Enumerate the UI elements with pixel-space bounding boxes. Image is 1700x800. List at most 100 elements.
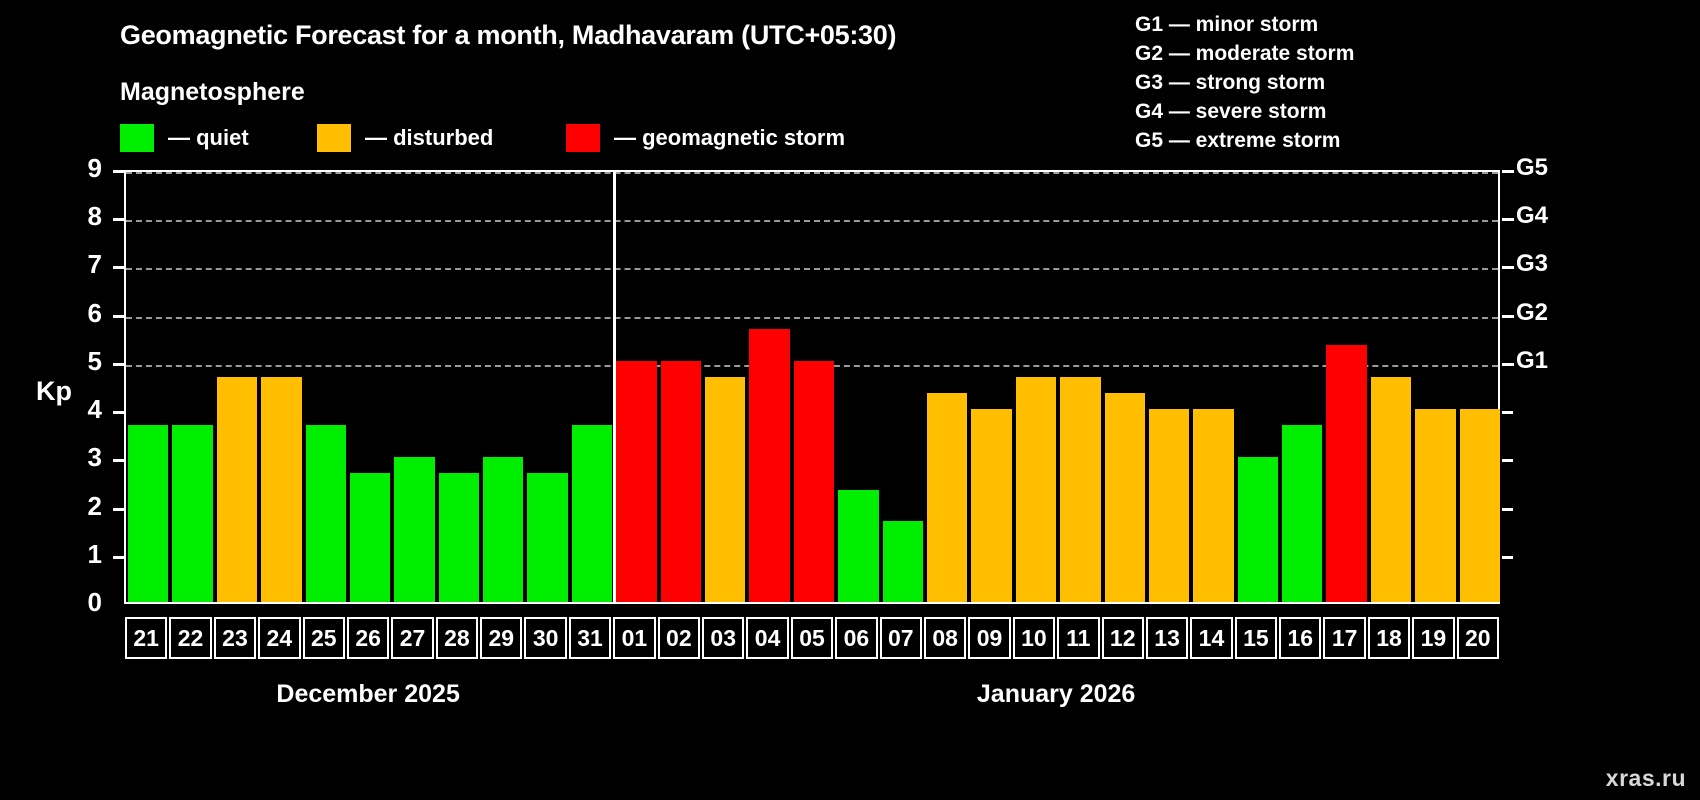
bar-02[interactable] [660,360,702,602]
date-label-30: 30 [524,617,567,659]
g-tick-label-G4: G4 [1516,202,1549,230]
date-label-15: 15 [1234,617,1278,659]
bar-01[interactable] [616,360,657,602]
bar-30[interactable] [527,473,568,602]
date-label-17: 17 [1323,617,1366,659]
legend-swatch-quiet-icon [120,124,154,152]
bar-28[interactable] [438,473,480,602]
g-tick-mark-G2 [1502,314,1514,318]
y-tick-mark-7 [113,266,124,270]
right-tick-mark-4 [1502,411,1513,415]
bar-27[interactable] [394,457,435,602]
date-label-23: 23 [213,617,257,659]
bar-09[interactable] [971,409,1012,602]
y-tick-label-1: 1 [87,538,102,569]
bar-22[interactable] [172,425,213,602]
bar-21[interactable] [128,425,169,602]
legend-swatch-storm-icon [566,124,600,152]
legend-label-quiet: — quiet [168,125,249,150]
date-label-12: 12 [1101,617,1144,659]
bar-15[interactable] [1237,457,1279,602]
y-tick-mark-2 [113,507,124,511]
bar-05[interactable] [793,360,835,602]
bar-10[interactable] [1015,376,1057,602]
g-tick-label-G5: G5 [1516,154,1549,181]
date-label-26: 26 [346,617,390,659]
date-label-13: 13 [1145,617,1189,659]
date-label-02: 02 [657,617,701,659]
date-label-24: 24 [258,617,301,659]
bar-12[interactable] [1104,393,1145,602]
bar-07[interactable] [882,521,923,602]
y-tick-label-5: 5 [87,345,102,376]
date-label-29: 29 [480,617,523,659]
y-tick-label-3: 3 [87,442,102,473]
date-label-18: 18 [1367,617,1411,659]
date-label-27: 27 [391,617,434,659]
g-tick-mark-G3 [1502,266,1514,270]
date-label-28: 28 [435,617,479,659]
page-title: Geomagnetic Forecast for a month, Madhav… [120,20,897,50]
bar-25[interactable] [305,425,346,602]
legend-swatch-disturbed-icon [317,124,351,152]
date-label-01: 01 [613,617,656,659]
bar-06[interactable] [838,489,879,602]
gridline-kp-8 [126,220,1498,223]
bar-31[interactable] [571,425,613,602]
date-label-14: 14 [1190,617,1233,659]
date-label-16: 16 [1279,617,1322,659]
y-tick-mark-3 [113,459,124,463]
bar-23[interactable] [216,376,258,602]
date-label-08: 08 [923,617,967,659]
right-tick-mark-1 [1502,555,1513,559]
bar-16[interactable] [1282,425,1323,602]
date-label-22: 22 [169,617,212,659]
g-tick-label-G1: G1 [1516,346,1549,374]
date-label-31: 31 [568,617,612,659]
bar-20[interactable] [1459,409,1500,602]
g-legend-row-5: G5 — extreme storm [1135,129,1341,152]
bar-13[interactable] [1148,409,1190,602]
y-tick-label-0: 0 [87,587,102,617]
bar-04[interactable] [749,328,790,602]
g-scale-legend: G1 — minor storm G2 — moderate storm G3 — … [1135,10,1354,155]
right-tick-mark-3 [1502,459,1513,463]
y-axis-title: Kp [36,376,72,406]
y-tick-mark-9 [113,170,124,173]
magnetosphere-label: Magnetosphere [120,78,305,106]
y-tick-label-4: 4 [87,394,102,425]
legend-label-storm: — geomagnetic storm [614,125,846,150]
date-label-10: 10 [1012,617,1056,659]
legend-item-quiet: — quiet [120,122,249,154]
y-tick-mark-5 [113,362,124,366]
gridline-kp-7 [126,268,1498,271]
date-label-04: 04 [746,617,789,659]
bar-26[interactable] [349,473,391,602]
bar-18[interactable] [1370,376,1412,602]
plot-area [124,170,1500,604]
g-tick-label-G2: G2 [1516,298,1549,326]
date-label-09: 09 [968,617,1011,659]
g-legend-row-3: G3 — strong storm [1135,71,1326,94]
date-axis: 21 22 23 24 25 26 27 28 29 30 31 01 02 03 04 05 06 07 08 09… [124,617,1500,659]
watermark: xras.ru [1605,765,1686,791]
bar-11[interactable] [1060,376,1101,602]
date-label-20: 20 [1456,617,1499,659]
legend-label-disturbed: — disturbed [365,125,494,150]
g-tick-label-G3: G3 [1516,250,1549,278]
y-tick-mark-1 [113,555,124,559]
gridline-kp-9 [126,172,1498,174]
bar-29[interactable] [483,457,524,602]
bar-19[interactable] [1415,409,1456,602]
y-tick-mark-6 [113,314,124,318]
bar-14[interactable] [1193,409,1234,602]
legend-item-storm: — geomagnetic storm [566,122,845,154]
bar-24[interactable] [261,376,302,602]
right-tick-mark-2 [1502,507,1513,511]
bar-17[interactable] [1326,344,1367,602]
bar-03[interactable] [705,376,746,602]
bar-08[interactable] [926,393,968,602]
y-tick-mark-8 [113,218,124,222]
g-legend-row-4: G4 — severe storm [1135,100,1327,123]
month-label-2: January 2026 [976,680,1136,708]
